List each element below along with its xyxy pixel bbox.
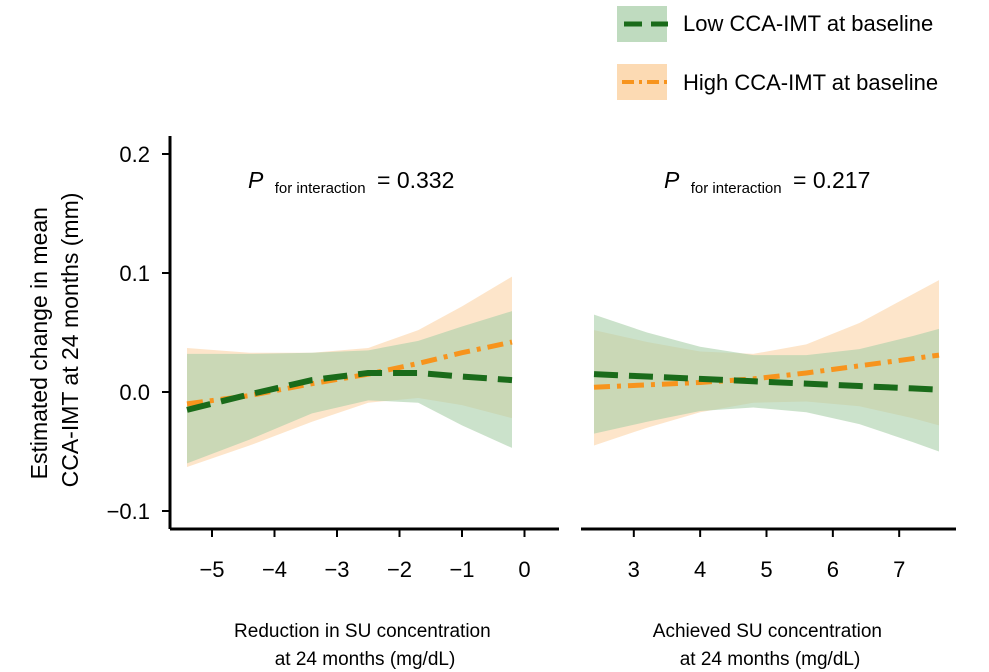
p-symbol: P	[664, 167, 680, 193]
ci-band-low-cca-imt-at-baseline	[187, 311, 512, 464]
panel-reduction: −5 −4 −3 −2 −1 0 P for interaction = 0.332 Re…	[170, 167, 559, 670]
panel-achieved: 3 4 5 6 7 P for interaction = 0.217 Achieved…	[581, 167, 956, 670]
x-tick-label: −3	[324, 557, 349, 582]
series-line-high-cca-imt-at-baseline	[593, 352, 940, 390]
y-tick-group: 0.2 0.1 0.0 −0.1	[107, 142, 170, 524]
x-tick-label: −2	[387, 557, 412, 582]
panel-reduction-lines	[186, 339, 513, 413]
p-value: = 0.217	[793, 167, 870, 193]
y-axis-title-line1: Estimated change in mean	[26, 207, 52, 479]
x-tick-label: −4	[262, 557, 287, 582]
panel-achieved-x-axis-title-line1: Achieved SU concentration	[653, 621, 882, 642]
x-tick-label: 6	[827, 557, 839, 582]
legend-label-low: Low CCA-IMT at baseline	[683, 11, 933, 36]
y-axis-title: Estimated change in mean CCA-IMT at 24 m…	[26, 193, 83, 488]
y-tick-label: 0.0	[119, 380, 150, 405]
panel-achieved-lines	[593, 352, 940, 393]
panel-reduction-p-annotation: P for interaction = 0.332	[248, 167, 454, 198]
p-value: = 0.332	[377, 167, 454, 193]
ci-band-low-cca-imt-at-baseline	[594, 314, 939, 452]
panel-reduction-x-ticks: −5 −4 −3 −2 −1 0	[199, 529, 531, 582]
p-subscript: for interaction	[275, 180, 366, 197]
x-tick-label: 5	[760, 557, 772, 582]
x-tick-label: 3	[628, 557, 640, 582]
panel-achieved-x-axis-title-line2: at 24 months (mg/dL)	[680, 649, 861, 670]
panel-reduction-x-axis-title-line1: Reduction in SU concentration	[234, 621, 491, 642]
x-tick-label: 7	[893, 557, 905, 582]
legend-item-low: Low CCA-IMT at baseline	[617, 6, 933, 42]
x-tick-label: 4	[694, 557, 706, 582]
panel-achieved-bands	[594, 280, 939, 452]
legend-item-high: High CCA-IMT at baseline	[617, 64, 938, 100]
series-line-low-cca-imt-at-baseline	[186, 369, 513, 413]
panel-achieved-x-ticks: 3 4 5 6 7	[628, 529, 905, 582]
panel-reduction-x-axis-title: Reduction in SU concentration at 24 mont…	[234, 621, 496, 670]
p-subscript: for interaction	[691, 180, 782, 197]
x-tick-label: 0	[518, 557, 530, 582]
x-tick-label: −1	[449, 557, 474, 582]
panel-reduction-bands	[187, 276, 512, 467]
p-symbol: P	[248, 167, 264, 193]
panel-achieved-p-annotation: P for interaction = 0.217	[664, 167, 870, 198]
y-tick-label: 0.2	[119, 142, 150, 167]
series-line-low-cca-imt-at-baseline	[593, 371, 940, 393]
y-tick-label: 0.1	[119, 261, 150, 286]
y-axis: 0.2 0.1 0.0 −0.1	[107, 136, 172, 529]
y-tick-label: −0.1	[107, 499, 150, 524]
x-tick-label: −5	[199, 557, 224, 582]
legend-label-high: High CCA-IMT at baseline	[683, 70, 938, 95]
legend: Low CCA-IMT at baseline High CCA-IMT at …	[617, 6, 938, 100]
panel-reduction-x-axis-title-line2: at 24 months (mg/dL)	[275, 649, 456, 670]
panel-achieved-x-axis-title: Achieved SU concentration at 24 months (…	[653, 621, 887, 670]
y-axis-title-line2: CCA-IMT at 24 months (mm)	[57, 193, 83, 488]
